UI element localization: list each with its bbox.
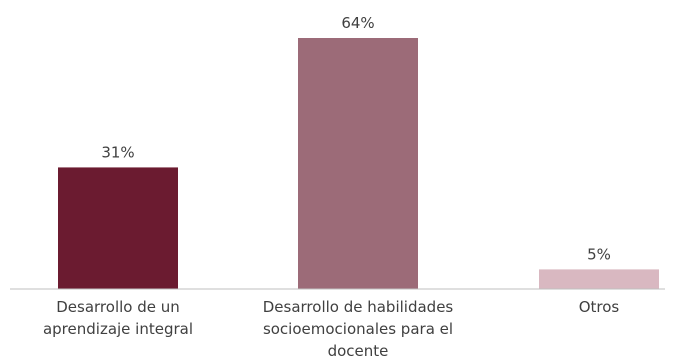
bar-2 [298, 38, 418, 289]
category-label-line: docente [328, 342, 389, 360]
category-label-line: socioemocionales para el [263, 320, 453, 338]
bars-layer [58, 38, 659, 289]
bar-1 [58, 167, 178, 289]
category-label-line: Otros [579, 298, 620, 316]
category-label-2: Desarrollo de habilidades socioemocionale… [263, 298, 454, 360]
category-label-1: Desarrollo de un aprendizaje integral [43, 298, 193, 338]
data-label-2: 64% [341, 14, 374, 32]
data-label-1: 31% [101, 143, 134, 161]
category-label-line: Desarrollo de habilidades [263, 298, 454, 316]
labels-layer: 31% Desarrollo de un aprendizaje integral 6… [43, 14, 619, 360]
category-label-3: Otros [579, 298, 620, 316]
data-label-3: 5% [587, 245, 611, 263]
category-label-line: aprendizaje integral [43, 320, 193, 338]
category-label-line: Desarrollo de un [56, 298, 180, 316]
bar-3 [539, 269, 659, 289]
